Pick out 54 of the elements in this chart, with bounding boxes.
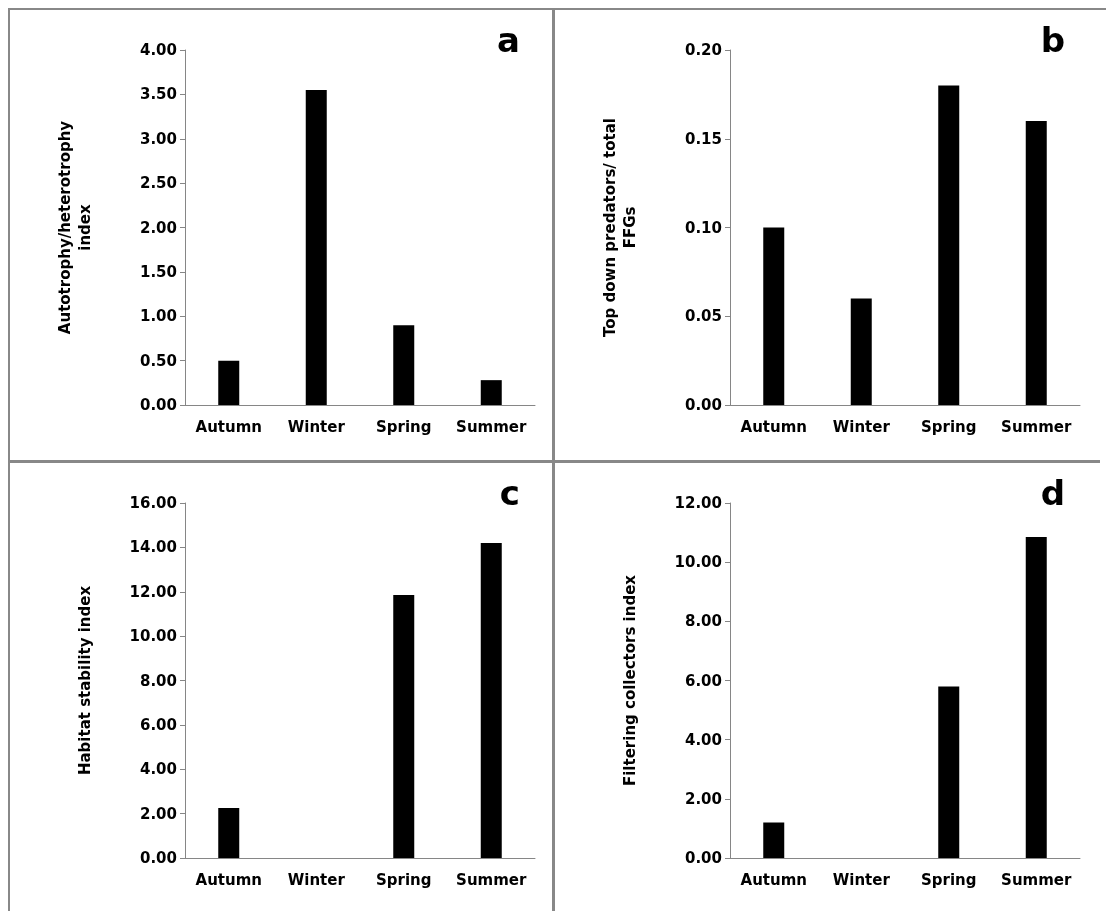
y-tick-label: 4.00: [139, 41, 177, 59]
y-axis-title: Habitat stability index: [76, 585, 94, 776]
y-tick-label: 3.00: [139, 129, 177, 148]
x-tick-label: Autumn: [740, 417, 807, 436]
y-tick-label: 12.00: [674, 494, 722, 512]
x-tick-label: Summer: [456, 417, 528, 436]
y-tick-label: 2.00: [139, 804, 177, 823]
y-axis-title: Filtering collectors index: [621, 574, 639, 787]
x-tick-label: Winter: [832, 870, 891, 889]
y-tick-label: 8.00: [684, 612, 722, 631]
y-tick-label: 1.00: [139, 307, 177, 326]
y-tick-label: 2.00: [684, 789, 722, 808]
x-tick-label: Spring: [921, 417, 977, 436]
y-tick-label: 1.50: [139, 262, 177, 281]
chart-title: c: [499, 473, 520, 513]
y-tick-label: 6.00: [684, 671, 722, 690]
x-tick-label: Spring: [376, 417, 432, 436]
x-tick-label: Summer: [456, 870, 528, 889]
y-tick-label: 0.00: [139, 849, 177, 867]
x-tick-label: Winter: [287, 417, 346, 436]
y-tick-label: 4.00: [684, 730, 722, 749]
x-tick-label: Summer: [1001, 870, 1073, 889]
x-tick-label: Autumn: [195, 417, 262, 436]
y-tick-label: 10.00: [129, 627, 177, 646]
x-tick-label: Winter: [287, 870, 346, 889]
y-tick-label: 2.50: [139, 174, 177, 193]
y-tick-label: 16.00: [129, 494, 177, 512]
x-tick-label: Spring: [921, 870, 977, 889]
y-tick-label: 0.00: [684, 849, 722, 867]
y-tick-label: 8.00: [139, 671, 177, 690]
y-tick-label: 3.50: [139, 85, 177, 104]
y-axis-title: Top down predators/ total FFGs: [601, 118, 639, 337]
y-tick-label: 4.00: [139, 760, 177, 779]
y-tick-label: 2.00: [139, 218, 177, 237]
x-tick-label: Autumn: [740, 870, 807, 889]
y-tick-label: 0.10: [684, 218, 722, 237]
chart-title: d: [1040, 473, 1066, 513]
x-tick-label: Winter: [832, 417, 891, 436]
y-tick-label: 6.00: [139, 715, 177, 734]
y-tick-label: 0.05: [684, 307, 722, 326]
y-tick-label: 12.00: [129, 582, 177, 601]
y-tick-label: 14.00: [129, 538, 177, 557]
x-tick-label: Autumn: [195, 870, 262, 889]
y-tick-label: 0.00: [684, 396, 722, 414]
y-tick-label: 0.20: [684, 41, 722, 59]
y-tick-label: 0.00: [139, 396, 177, 414]
y-axis-title: Autotrophy/heterotrophy index: [56, 120, 94, 335]
x-tick-label: Spring: [376, 870, 432, 889]
chart-title: a: [497, 20, 521, 60]
y-tick-label: 0.50: [139, 351, 177, 370]
chart-title: b: [1040, 20, 1066, 60]
y-tick-label: 10.00: [674, 553, 722, 572]
x-tick-label: Summer: [1001, 417, 1073, 436]
y-tick-label: 0.15: [684, 129, 722, 148]
